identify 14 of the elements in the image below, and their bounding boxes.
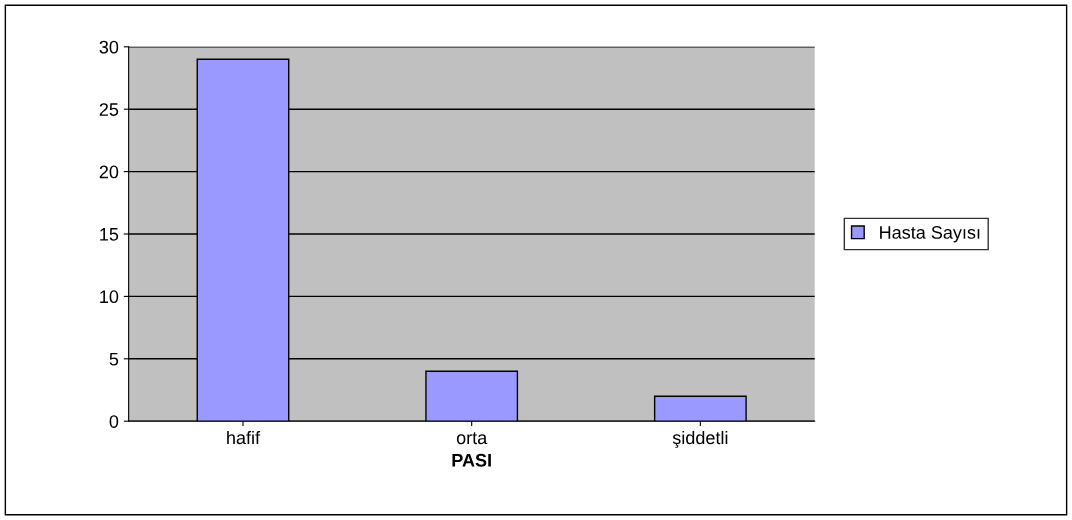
y-tick-label: 10	[100, 290, 119, 304]
x-tick-label: hafif	[227, 430, 261, 445]
y-tick-label: 0	[109, 415, 119, 428]
legend-label: Hasta Sayısı	[880, 226, 980, 243]
y-tick-label: 5	[109, 352, 119, 366]
bar	[653, 395, 747, 422]
x-tick-label: şiddetli	[672, 430, 728, 448]
y-tick-label: 25	[99, 103, 119, 116]
y-tick-label: 30	[99, 40, 119, 54]
x-axis-title: PASI	[452, 453, 491, 467]
y-tick-label: 15	[100, 228, 119, 241]
x-tick-label: orta	[456, 432, 488, 445]
bar	[425, 370, 519, 422]
y-tick-label: 20	[99, 165, 119, 179]
